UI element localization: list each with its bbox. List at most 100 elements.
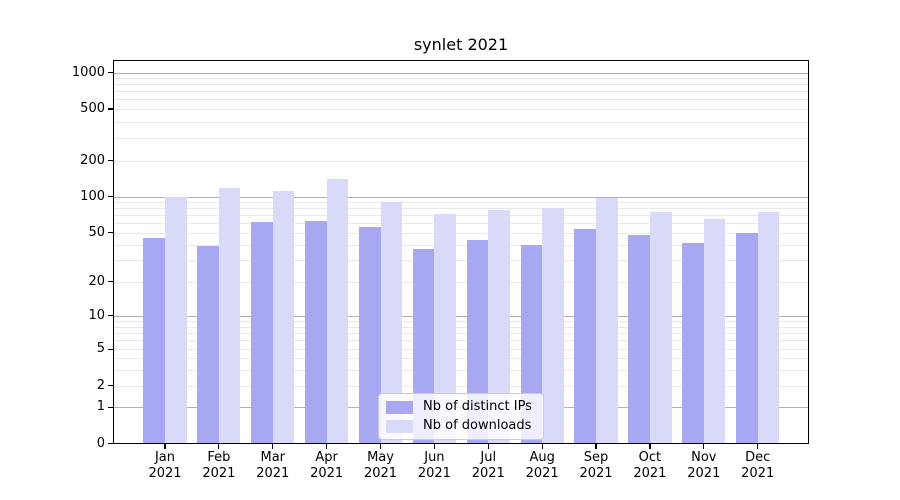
gridline-minor-3 [113, 369, 809, 371]
bar-distinct-ips-feb [197, 245, 219, 444]
x-tick-oct [649, 443, 651, 449]
legend-label-distinct-ips: Nb of distinct IPs [423, 399, 532, 414]
y-tick-label-1: 1 [96, 399, 105, 415]
y-tick-1 [108, 406, 113, 408]
y-tick-label-500: 500 [80, 101, 105, 116]
gridline-minor-600 [113, 99, 809, 101]
chart-title: synlet 2021 [413, 35, 509, 54]
gridline-minor-800 [113, 84, 809, 86]
x-tick-year: 2021 [202, 466, 236, 481]
y-tick-200 [108, 160, 113, 162]
legend-item-downloads: Nb of downloads [386, 418, 532, 434]
x-tick-nov [703, 443, 705, 449]
bar-downloads-nov [703, 219, 726, 444]
x-tick-aug [541, 443, 543, 449]
legend-swatch-distinct-ips [386, 400, 413, 414]
x-tick-label-may: May 2021 [349, 450, 413, 482]
y-tick-label-1000: 1000 [71, 64, 105, 80]
x-tick-label-feb: Feb 2021 [187, 450, 251, 482]
bar-distinct-ips-dec [736, 232, 758, 444]
x-tick-month: May [367, 450, 394, 465]
gridline-minor-70 [113, 215, 809, 217]
y-tick-label-200: 200 [80, 152, 105, 168]
bar-downloads-may [380, 202, 403, 444]
bar-downloads-jul [488, 209, 510, 444]
x-tick-sep [595, 443, 597, 449]
bar-distinct-ips-jul [466, 239, 489, 444]
legend: Nb of distinct IPs Nb of downloads [378, 393, 544, 440]
bar-distinct-ips-apr [305, 220, 327, 444]
y-tick-2 [108, 385, 113, 387]
x-tick-label-jun: Jun 2021 [402, 450, 466, 482]
bar-downloads-sep [596, 198, 618, 444]
gridline-minor-6 [113, 340, 809, 342]
x-tick-year: 2021 [471, 466, 505, 481]
bar-distinct-ips-mar [251, 221, 273, 444]
y-tick-20 [108, 281, 113, 283]
x-tick-label-jan: Jan 2021 [133, 450, 197, 482]
bar-downloads-aug [542, 207, 564, 444]
x-tick-month: Aug [529, 450, 555, 465]
gridline-major-100 [113, 196, 809, 198]
x-tick-label-jul: Jul 2021 [456, 450, 520, 482]
gridline-minor-50 [113, 232, 809, 234]
bar-downloads-mar [272, 190, 295, 444]
gridline-minor-700 [113, 91, 809, 93]
y-tick-label-5: 5 [96, 341, 105, 357]
y-tick-1000 [108, 72, 113, 74]
gridline-minor-900 [113, 78, 809, 80]
x-tick-year: 2021 [148, 466, 182, 481]
gridline-minor-30 [113, 260, 809, 262]
y-tick-label-2: 2 [96, 377, 105, 393]
legend-swatch-downloads [386, 419, 413, 433]
x-tick-month: Feb [207, 450, 231, 465]
x-tick-year: 2021 [633, 466, 667, 481]
x-tick-month: Sep [583, 450, 609, 465]
bar-distinct-ips-jan [143, 238, 165, 444]
gridline-minor-9 [113, 320, 809, 322]
gridline-minor-90 [113, 202, 809, 204]
x-tick-month: Jul [480, 450, 497, 465]
x-tick-month: Jan [154, 450, 176, 465]
x-tick-apr [326, 443, 328, 449]
x-tick-label-nov: Nov 2021 [672, 450, 736, 482]
x-tick-month: Dec [745, 450, 771, 465]
y-tick-label-0: 0 [96, 435, 105, 451]
x-tick-jun [433, 443, 435, 449]
x-tick-year: 2021 [310, 466, 344, 481]
y-tick-label-100: 100 [80, 188, 105, 204]
x-tick-label-sep: Sep 2021 [564, 450, 628, 482]
bar-downloads-apr [326, 179, 349, 444]
x-tick-month: Apr [315, 450, 338, 465]
gridline-minor-200 [113, 160, 809, 162]
bar-distinct-ips-oct [628, 234, 650, 444]
x-tick-month: Nov [691, 450, 717, 465]
x-tick-month: Mar [260, 450, 286, 465]
gridline-minor-20 [113, 281, 809, 283]
x-tick-label-apr: Apr 2021 [295, 450, 359, 482]
y-tick-0 [108, 442, 113, 445]
legend-label-downloads: Nb of downloads [423, 418, 532, 433]
x-tick-label-mar: Mar 2021 [241, 450, 305, 482]
x-tick-dec [757, 443, 759, 449]
gridline-minor-40 [113, 244, 809, 246]
y-tick-50 [108, 232, 113, 234]
bar-downloads-jan [165, 196, 187, 444]
bar-distinct-ips-may [358, 226, 381, 444]
x-tick-year: 2021 [687, 466, 721, 481]
y-tick-label-50: 50 [88, 224, 105, 240]
x-tick-mar [272, 443, 274, 449]
gridline-minor-5 [113, 349, 809, 351]
x-tick-jul [487, 443, 489, 449]
bar-distinct-ips-sep [574, 228, 597, 444]
gridline-minor-400 [113, 121, 809, 123]
x-tick-jan [164, 443, 166, 449]
gridline-minor-2 [113, 385, 809, 387]
x-tick-label-oct: Oct 2021 [618, 450, 682, 482]
x-tick-year: 2021 [256, 466, 290, 481]
y-tick-10 [108, 315, 113, 317]
y-tick-label-10: 10 [88, 307, 105, 323]
gridline-minor-7 [113, 332, 809, 334]
x-tick-month: Oct [638, 450, 662, 465]
